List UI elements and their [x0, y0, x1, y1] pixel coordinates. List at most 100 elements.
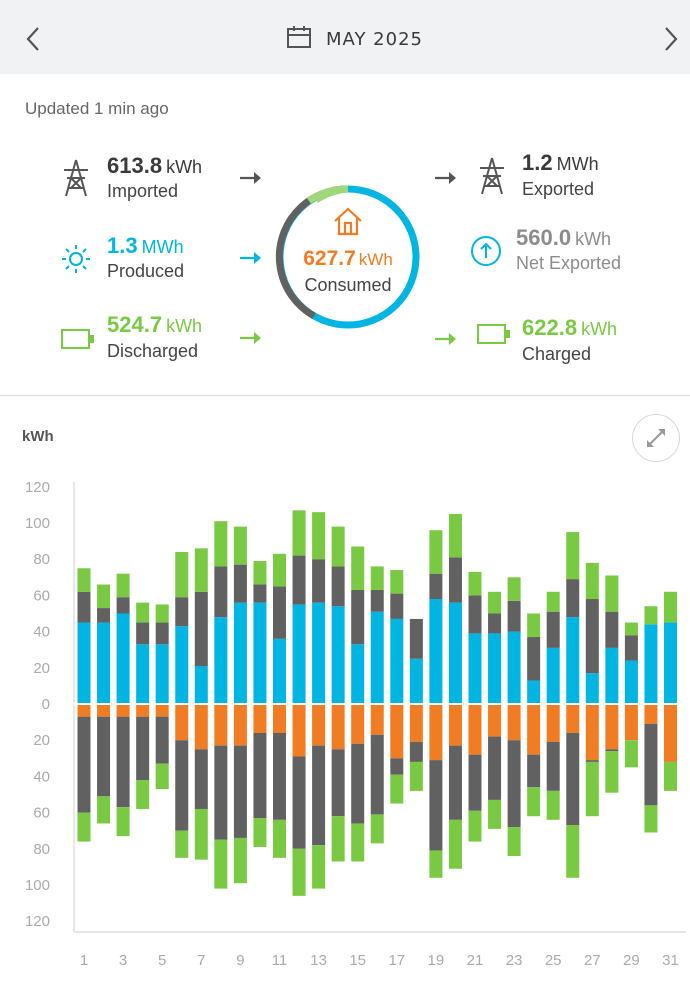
x-tick-label: 15: [349, 952, 366, 969]
bar-segment: [331, 749, 345, 817]
bar-segment: [409, 658, 423, 704]
bar-segment: [370, 566, 384, 590]
bar-segment: [546, 704, 560, 743]
x-tick-label: 23: [506, 952, 523, 969]
bar-segment: [390, 704, 404, 759]
bar-segment: [429, 573, 443, 600]
bar-segment: [175, 626, 189, 704]
bar-segment: [136, 602, 150, 623]
bar-segment: [77, 591, 91, 623]
arrow-up-circle-icon: [470, 235, 502, 272]
calendar-icon: [286, 24, 312, 55]
x-tick-label: 17: [388, 952, 405, 969]
chevron-right-icon[interactable]: [656, 22, 686, 56]
net-exported-value: 560.0: [516, 225, 572, 250]
bar-segment: [605, 575, 619, 612]
consumption-ring: 627.7 kWh Consumed: [274, 183, 422, 331]
bar-segment: [566, 704, 580, 733]
bar-segment: [136, 622, 150, 645]
bar-segment: [116, 716, 130, 808]
bar-segment: [253, 818, 267, 847]
bar-segment: [507, 577, 521, 601]
bar-segment: [624, 622, 638, 636]
bar-segment: [253, 704, 267, 733]
imported-label: Imported: [107, 181, 179, 201]
battery-icon: [477, 323, 511, 350]
bar-segment: [312, 745, 326, 846]
x-tick-label: 5: [158, 952, 166, 969]
bar-segment: [566, 532, 580, 580]
y-tick-label: 120: [25, 913, 50, 930]
updated-timestamp: Updated 1 min ago: [25, 99, 169, 118]
power-tower-icon: [60, 158, 92, 203]
imported-unit: kWh: [166, 157, 203, 177]
bar-segment: [429, 599, 443, 704]
bar-segment: [468, 754, 482, 811]
bar-segment: [155, 716, 169, 764]
consumed-unit: kWh: [358, 250, 393, 269]
arrow-right-icon: [433, 170, 459, 191]
bar-segment: [507, 704, 521, 741]
bar-segment: [351, 589, 365, 645]
y-tick-label: 80: [33, 841, 50, 858]
bar-segment: [566, 732, 580, 826]
consumed-value: 627.7: [303, 247, 356, 270]
produced-unit: MWh: [141, 237, 184, 257]
bar-segment: [507, 827, 521, 857]
month-picker[interactable]: MAY 2025: [286, 24, 423, 54]
bar-segment: [605, 647, 619, 704]
y-tick-label: 20: [33, 660, 50, 677]
bar-segment: [77, 568, 91, 592]
y-tick-label: 40: [33, 768, 50, 785]
expand-button[interactable]: [632, 414, 680, 462]
y-tick-label: 20: [33, 732, 50, 749]
bar-segment: [194, 665, 208, 704]
bar-segment: [77, 704, 91, 717]
y-tick-label: 80: [33, 551, 50, 568]
bar-segment: [214, 617, 228, 704]
charged-label: Charged: [522, 344, 592, 364]
bar-segment: [488, 736, 502, 800]
x-tick-label: 25: [545, 952, 562, 969]
bar-segment: [155, 704, 169, 717]
bar-segment: [116, 597, 130, 614]
bar-segment: [429, 704, 443, 761]
bar-segment: [351, 743, 365, 824]
x-tick-label: 1: [80, 952, 88, 969]
y-tick-label: 0: [42, 696, 50, 713]
bar-segment: [585, 704, 599, 761]
bar-segment: [331, 816, 345, 862]
y-tick-label: 100: [25, 877, 50, 894]
chart-unit-label: kWh: [22, 428, 54, 445]
bar-segment: [351, 644, 365, 704]
bar-segment: [585, 673, 599, 704]
produced-label: Produced: [107, 261, 185, 281]
x-tick-label: 7: [197, 952, 205, 969]
bar-segment: [155, 763, 169, 790]
bar-segment: [585, 760, 599, 762]
bar-segment: [233, 564, 247, 603]
bar-segment: [527, 787, 541, 817]
bar-segment: [370, 589, 384, 612]
bar-segment: [390, 593, 404, 619]
bar-segment: [429, 850, 443, 878]
bar-segment: [273, 732, 286, 820]
month-label: MAY 2025: [326, 28, 423, 50]
y-tick-label: 120: [25, 479, 50, 496]
bar-segment: [233, 704, 247, 746]
bar-segment: [351, 704, 365, 744]
bar-segment: [155, 622, 169, 645]
bar-segment: [292, 756, 306, 849]
bar-segment: [468, 571, 482, 596]
bar-segment: [390, 758, 404, 775]
arrow-right-icon: [433, 331, 459, 352]
bar-segment: [468, 810, 482, 842]
chevron-left-icon[interactable]: [18, 22, 48, 56]
bar-segment: [644, 624, 658, 704]
discharged-label: Discharged: [107, 341, 199, 361]
bar-segment: [136, 644, 150, 704]
imported-value: 613.8: [107, 153, 163, 178]
bar-segment: [116, 573, 130, 598]
bar-segment: [409, 742, 423, 762]
